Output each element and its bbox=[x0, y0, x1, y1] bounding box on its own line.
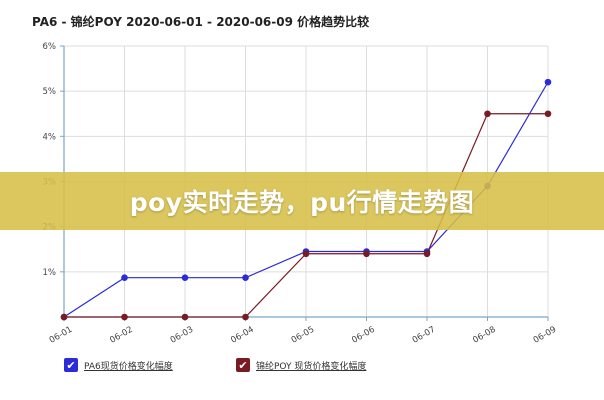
x-tick-label: 06-07 bbox=[411, 325, 437, 346]
x-tick-label: 06-06 bbox=[350, 325, 376, 346]
data-point[interactable] bbox=[484, 110, 491, 118]
x-tick-label: 06-03 bbox=[169, 325, 195, 346]
legend-item-pa6[interactable]: ✔ PA6现货价格变化幅度 bbox=[64, 358, 173, 372]
data-point[interactable] bbox=[363, 250, 370, 258]
data-point[interactable] bbox=[302, 250, 310, 258]
checkbox-checked-icon[interactable]: ✔ bbox=[64, 358, 78, 372]
x-tick-label: 06-09 bbox=[532, 325, 558, 346]
y-tick-label: 4% bbox=[43, 132, 57, 142]
banner-text: poy实时走势，pu行情走势图 bbox=[129, 188, 475, 217]
data-point[interactable] bbox=[544, 78, 552, 86]
y-tick-label: 1% bbox=[43, 268, 57, 278]
chart-title: PA6 - 锦纶POY 2020-06-01 - 2020-06-09 价格趋势… bbox=[32, 15, 370, 29]
x-tick-label: 06-01 bbox=[48, 325, 74, 346]
data-point[interactable] bbox=[181, 313, 189, 321]
x-tick-label: 06-02 bbox=[108, 325, 134, 346]
data-point[interactable] bbox=[423, 250, 431, 258]
data-point[interactable] bbox=[181, 274, 189, 282]
legend-label-poy[interactable]: 锦纶POY 现货价格变化幅度 bbox=[256, 361, 367, 372]
legend-label-pa6[interactable]: PA6现货价格变化幅度 bbox=[84, 361, 173, 372]
data-point[interactable] bbox=[242, 313, 249, 321]
y-tick-labels: 6%5%4%3%2%1% bbox=[43, 42, 57, 278]
checkbox-checked-icon[interactable]: ✔ bbox=[236, 358, 250, 372]
data-point[interactable] bbox=[60, 313, 68, 321]
x-tick-labels: 06-01 06-02 06-03 06-04 06-05 06-06 06-07 06-08… bbox=[48, 325, 558, 346]
y-tick-label: 6% bbox=[43, 42, 57, 52]
data-point[interactable] bbox=[544, 110, 552, 118]
y-tick-label: 5% bbox=[43, 87, 57, 97]
legend-item-poy[interactable]: ✔ 锦纶POY 现货价格变化幅度 bbox=[236, 358, 366, 372]
legend: ✔ PA6现货价格变化幅度 ✔ 锦纶POY 现货价格变化幅度 bbox=[0, 358, 604, 378]
data-point[interactable] bbox=[121, 313, 128, 321]
x-tick-label: 06-04 bbox=[229, 325, 255, 346]
data-point[interactable] bbox=[242, 274, 249, 282]
x-tick-label: 06-05 bbox=[290, 325, 316, 346]
watermark-banner: poy实时走势，pu行情走势图 bbox=[0, 172, 604, 230]
x-tick-label: 06-08 bbox=[471, 325, 497, 346]
data-point[interactable] bbox=[121, 274, 128, 282]
